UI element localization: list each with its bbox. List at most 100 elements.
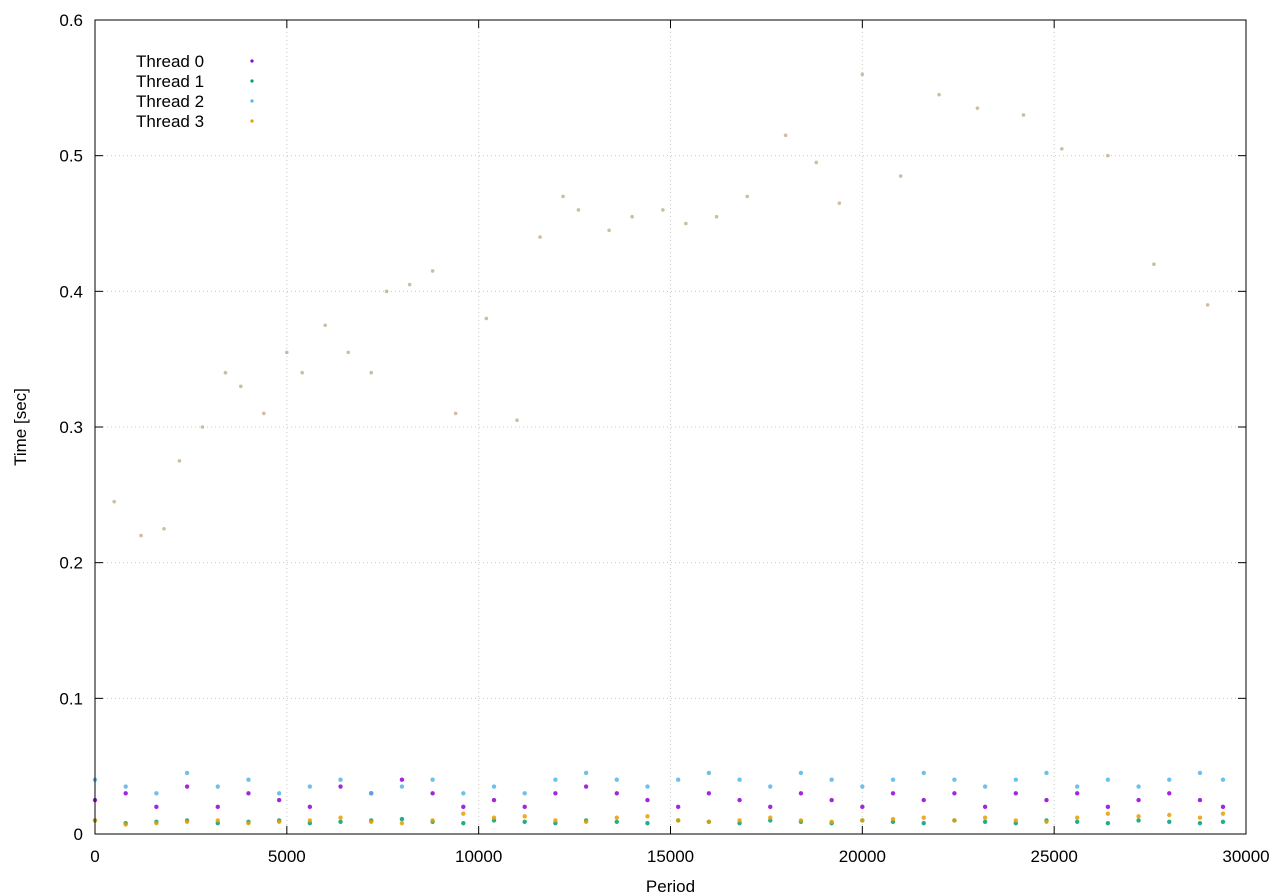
x-tick-label: 10000 xyxy=(455,847,502,866)
point-thread-0 xyxy=(798,791,804,796)
outlier-point xyxy=(783,133,788,138)
point-thread-3 xyxy=(768,815,773,820)
outlier-point xyxy=(238,384,243,389)
y-tick-label: 0.1 xyxy=(59,689,83,708)
point-thread-0 xyxy=(1074,791,1080,796)
point-thread-0 xyxy=(553,791,558,796)
outlier-point xyxy=(346,350,351,355)
point-thread-3 xyxy=(1013,818,1018,823)
x-tick-label: 30000 xyxy=(1222,847,1269,866)
point-thread-0 xyxy=(829,797,834,803)
point-thread-0 xyxy=(338,784,343,789)
point-thread-0 xyxy=(1044,797,1049,803)
y-tick-labels: 0 0.1 0.2 0.3 0.4 0.5 0.6 xyxy=(59,11,83,844)
point-thread-2 xyxy=(768,784,773,789)
outlier-point xyxy=(1152,262,1156,267)
point-thread-0 xyxy=(982,804,988,810)
point-thread-3 xyxy=(1136,814,1141,819)
point-thread-2 xyxy=(921,770,926,776)
point-thread-3 xyxy=(430,818,435,823)
x-axis-title: Period xyxy=(646,877,695,896)
outlier-point xyxy=(262,411,266,416)
point-thread-2 xyxy=(184,770,190,776)
point-thread-2 xyxy=(1044,770,1049,776)
outlier-point xyxy=(407,282,412,287)
point-thread-0 xyxy=(1105,804,1111,810)
point-thread-2 xyxy=(1136,784,1141,789)
y-tick-label: 0.6 xyxy=(59,11,83,30)
point-thread-3 xyxy=(890,816,896,822)
point-thread-2 xyxy=(123,784,128,789)
outlier-point xyxy=(323,323,328,328)
point-thread-2 xyxy=(982,784,988,789)
point-thread-0 xyxy=(522,804,527,810)
x-tick-label: 5000 xyxy=(268,847,306,866)
point-thread-0 xyxy=(276,797,282,803)
point-thread-3 xyxy=(1044,819,1049,824)
point-thread-1 xyxy=(1105,820,1111,826)
x-tick-label: 20000 xyxy=(839,847,886,866)
outlier-point xyxy=(139,533,143,538)
outlier-point xyxy=(223,370,228,375)
outlier-point xyxy=(430,269,435,273)
point-thread-2 xyxy=(1013,777,1018,782)
point-thread-0 xyxy=(921,797,926,803)
y-axis-title: Time [sec] xyxy=(11,388,30,466)
outlier-point xyxy=(576,208,581,212)
outlier-point xyxy=(538,235,542,239)
point-thread-0 xyxy=(123,791,128,796)
point-thread-3 xyxy=(706,819,712,824)
point-thread-2 xyxy=(522,791,527,796)
point-thread-1 xyxy=(645,820,650,826)
point-thread-2 xyxy=(706,770,712,776)
point-thread-2 xyxy=(215,784,220,789)
point-thread-0 xyxy=(1220,804,1226,810)
point-thread-2 xyxy=(369,791,374,796)
point-thread-0 xyxy=(491,797,497,803)
point-thread-3 xyxy=(1197,815,1203,820)
point-thread-2 xyxy=(737,777,742,782)
outlier-point xyxy=(661,208,665,212)
legend-marker-thread-3 xyxy=(250,119,254,123)
outlier-point xyxy=(369,370,374,375)
point-thread-1 xyxy=(338,819,343,824)
point-thread-3 xyxy=(123,822,128,827)
point-thread-1 xyxy=(982,819,988,824)
outlier-point xyxy=(484,316,489,321)
point-thread-1 xyxy=(1167,819,1172,824)
point-thread-3 xyxy=(737,818,742,823)
point-thread-1 xyxy=(522,819,527,824)
point-thread-0 xyxy=(1013,791,1018,796)
outlier-point xyxy=(898,174,903,178)
point-thread-0 xyxy=(706,791,712,796)
point-thread-1 xyxy=(1220,819,1226,824)
point-thread-3 xyxy=(1105,811,1111,816)
outlier-point xyxy=(162,526,166,531)
outlier-point xyxy=(937,92,941,97)
point-thread-2 xyxy=(246,777,251,782)
legend-label-thread-3: Thread 3 xyxy=(136,112,204,131)
point-thread-2 xyxy=(675,777,681,782)
point-thread-0 xyxy=(184,784,190,789)
legend-marker-thread-2 xyxy=(250,99,254,103)
outlier-point xyxy=(112,499,116,504)
outlier-point xyxy=(177,459,182,463)
legend-marker-thread-1 xyxy=(250,79,254,83)
outlier-point xyxy=(1106,153,1110,158)
point-thread-3 xyxy=(798,818,804,823)
point-thread-2 xyxy=(276,791,282,796)
point-thread-3 xyxy=(522,814,527,819)
point-thread-2 xyxy=(430,777,435,782)
point-thread-1 xyxy=(614,819,619,824)
point-thread-3 xyxy=(461,811,466,816)
point-thread-2 xyxy=(1074,784,1080,789)
point-thread-2 xyxy=(1220,777,1226,782)
outlier-point xyxy=(630,214,634,219)
point-thread-3 xyxy=(338,815,343,820)
point-thread-0 xyxy=(430,791,435,796)
point-thread-0 xyxy=(860,804,865,810)
outlier-point xyxy=(1060,147,1064,151)
y-tick-label: 0.4 xyxy=(59,282,83,301)
